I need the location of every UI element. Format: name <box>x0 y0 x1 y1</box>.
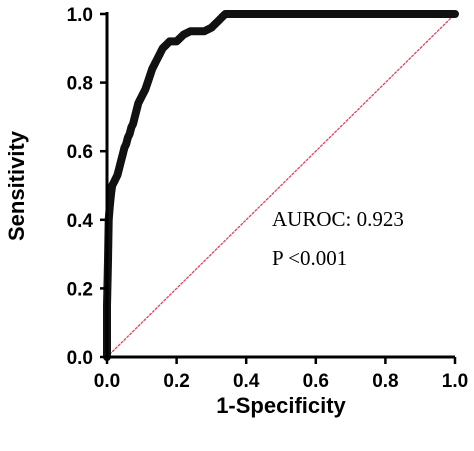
y-tick-label: 1.0 <box>67 5 93 26</box>
reference-diagonal-line <box>106 13 456 358</box>
roc-curve-line <box>103 10 459 361</box>
x-axis-title: 1-Specificity <box>216 393 346 418</box>
y-tick-label: 0.4 <box>67 211 94 232</box>
x-tick-label: 0.0 <box>94 371 120 392</box>
y-tick-label: 0.8 <box>67 74 93 95</box>
x-tick-label: 0.2 <box>163 371 189 392</box>
x-tick-label: 0.8 <box>372 371 398 392</box>
auroc-annotation: AUROC: 0.923 <box>272 207 404 231</box>
x-tick-label: 1.0 <box>442 371 468 392</box>
x-tick-label: 0.4 <box>233 371 260 392</box>
y-tick-label: 0.2 <box>67 279 93 300</box>
y-tick-label: 0.6 <box>67 142 93 163</box>
y-axis-title: Sensitivity <box>4 130 29 241</box>
y-tick-label: 0.0 <box>67 348 93 369</box>
x-tick-label: 0.6 <box>303 371 329 392</box>
p-value-annotation: P <0.001 <box>272 246 347 270</box>
